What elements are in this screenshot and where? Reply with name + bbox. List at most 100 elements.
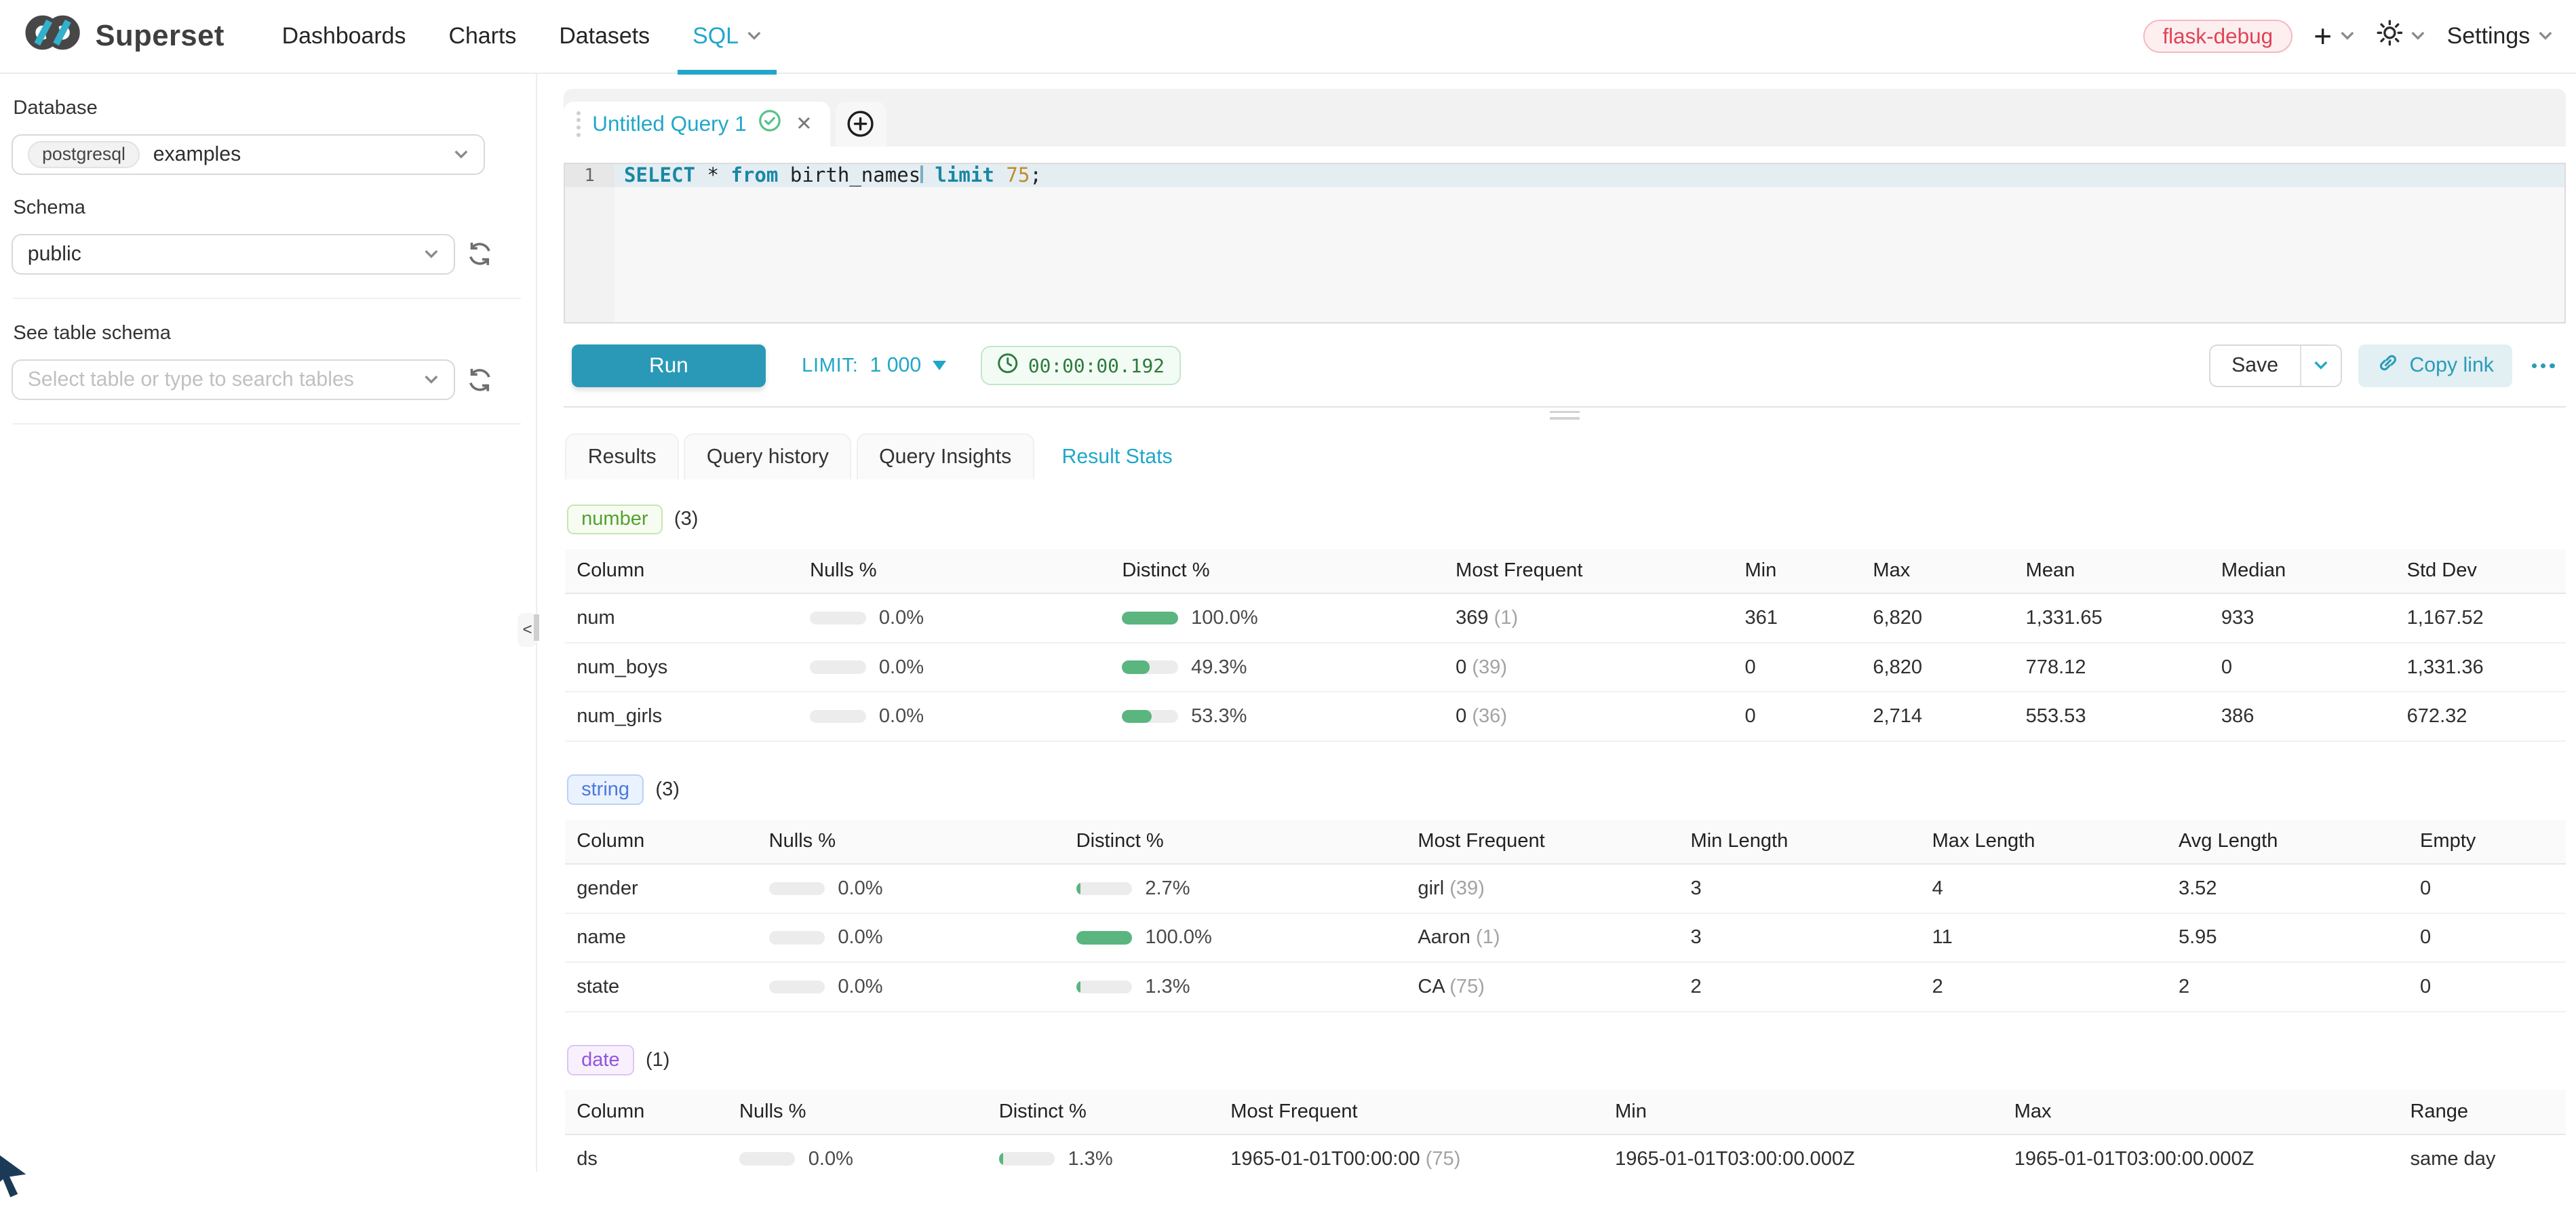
sql-token: ; — [1030, 163, 1042, 186]
stat-value-cell: 933 — [2210, 593, 2396, 643]
brand-name: Superset — [95, 20, 224, 53]
refresh-tables-button[interactable] — [467, 367, 493, 393]
tab-results[interactable]: Results — [565, 433, 679, 479]
table-select[interactable]: Select table or type to search tables — [12, 359, 455, 401]
chevron-down-icon — [454, 150, 469, 160]
column-count: (3) — [674, 508, 699, 530]
column-header: Min — [1603, 1090, 2003, 1134]
settings-menu[interactable]: Settings — [2447, 23, 2553, 50]
tab-query-insights[interactable]: Query Insights — [857, 433, 1034, 479]
column-header: Distinct % — [1065, 820, 1407, 864]
type-badge-number[interactable]: number — [567, 504, 663, 534]
stat-value-cell: 2 — [1921, 962, 2167, 1012]
type-badge-string[interactable]: string — [567, 774, 644, 804]
stat-value-cell: 3.52 — [2167, 864, 2408, 913]
sidebar-divider — [13, 423, 521, 424]
sidebar-scrollbar[interactable] — [534, 614, 539, 641]
percent-bar — [1122, 660, 1177, 673]
sun-icon — [2377, 20, 2403, 53]
new-tab-button[interactable] — [836, 102, 886, 146]
column-name-cell: name — [565, 913, 757, 963]
database-label: Database — [13, 97, 522, 119]
section-header: number (3) — [567, 504, 2567, 534]
tab-drag-handle-icon[interactable] — [577, 111, 581, 138]
copy-link-button[interactable]: Copy link — [2358, 344, 2512, 387]
save-button[interactable]: Save — [2210, 346, 2300, 386]
column-name-cell: num_girls — [565, 692, 798, 741]
save-options-caret[interactable] — [2300, 346, 2341, 386]
stat-value-cell: 0 — [2408, 962, 2566, 1012]
column-count: (1) — [646, 1049, 670, 1071]
theme-menu[interactable] — [2377, 20, 2426, 53]
column-header: Nulls % — [728, 1090, 988, 1134]
tab-query-history[interactable]: Query history — [684, 433, 851, 479]
most-frequent-cell: girl (39) — [1406, 864, 1679, 913]
column-header: Avg Length — [2167, 820, 2408, 864]
most-frequent-cell: CA (75) — [1406, 962, 1679, 1012]
section-header: string(3) — [567, 774, 2567, 804]
nulls-pct-cell: 0.0% — [798, 593, 1110, 643]
sql-code-editor[interactable]: 1 SELECT * from birth_names limit 75; — [564, 163, 2567, 323]
column-header: Most Frequent — [1219, 1090, 1603, 1134]
tab-result-stats[interactable]: Result Stats — [1039, 433, 1195, 479]
stat-value-cell: 386 — [2210, 692, 2396, 741]
nav-item-datasets[interactable]: Datasets — [538, 0, 671, 73]
pane-resize-handle[interactable] — [1550, 411, 1580, 424]
new-item-menu[interactable]: + — [2314, 20, 2355, 52]
stat-value-cell: same day — [2399, 1134, 2567, 1172]
link-icon — [2377, 351, 2400, 380]
stat-value-cell: 3 — [1679, 864, 1921, 913]
schema-select[interactable]: public — [12, 234, 455, 275]
limit-dropdown[interactable]: LIMIT: 1 000 — [802, 354, 946, 377]
sql-token: limit — [935, 163, 994, 186]
column-header: Std Dev — [2396, 549, 2567, 593]
query-tabbar: Untitled Query 1 ✕ — [564, 89, 2567, 146]
sidebar-divider — [13, 298, 521, 299]
copy-link-label: Copy link — [2409, 354, 2493, 377]
column-header: Median — [2210, 549, 2396, 593]
sql-token — [923, 163, 935, 186]
distinct-pct-cell: 49.3% — [1110, 643, 1444, 692]
type-badge-date[interactable]: date — [567, 1045, 634, 1075]
column-header: Range — [2399, 1090, 2567, 1134]
refresh-schema-button[interactable] — [467, 241, 493, 267]
distinct-pct-cell: 100.0% — [1065, 913, 1407, 963]
run-button[interactable]: Run — [572, 344, 766, 387]
nav-item-dashboards[interactable]: Dashboards — [260, 0, 427, 73]
stat-value-cell: 11 — [1921, 913, 2167, 963]
query-tab[interactable]: Untitled Query 1 ✕ — [564, 102, 830, 146]
limit-value: 1 000 — [870, 354, 921, 377]
sql-code-line[interactable]: SELECT * from birth_names limit 75; — [614, 164, 2565, 187]
chevron-down-icon — [747, 31, 762, 41]
environment-badge: flask-debug — [2143, 20, 2292, 54]
stat-value-cell: 1,167.52 — [2396, 593, 2567, 643]
stat-value-cell: 672.32 — [2396, 692, 2567, 741]
nav-item-sql[interactable]: SQL — [671, 0, 783, 73]
schema-value: public — [28, 243, 81, 266]
column-name-cell: ds — [565, 1134, 728, 1172]
save-split-button: Save — [2209, 344, 2343, 387]
superset-brand[interactable]: Superset — [23, 13, 225, 59]
nav-item-label: SQL — [692, 23, 739, 50]
table-select-placeholder: Select table or type to search tables — [28, 368, 354, 391]
column-header: Distinct % — [1110, 549, 1444, 593]
nav-item-charts[interactable]: Charts — [427, 0, 538, 73]
more-options-button[interactable] — [2529, 357, 2558, 375]
chevron-down-icon — [424, 375, 439, 385]
close-tab-icon[interactable]: ✕ — [796, 112, 812, 136]
database-select[interactable]: postgresql examples — [12, 134, 485, 176]
stat-value-cell: 1965-01-01T03:00:00.000Z — [2003, 1134, 2399, 1172]
column-header: Column — [565, 549, 798, 593]
query-success-check-icon — [758, 109, 781, 139]
column-header: Most Frequent — [1444, 549, 1733, 593]
column-header: Min Length — [1679, 820, 1921, 864]
nav-item-label: Datasets — [559, 23, 650, 50]
